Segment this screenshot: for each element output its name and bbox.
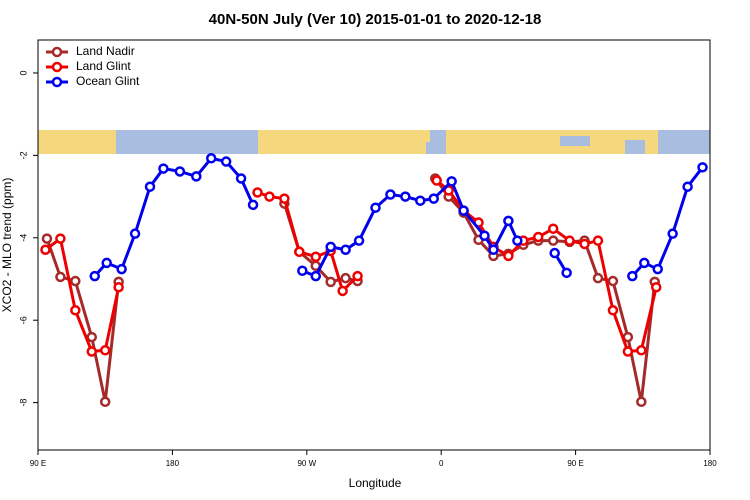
x-tick-label: 90 W <box>297 459 316 468</box>
data-point <box>40 244 51 255</box>
data-point <box>325 241 336 253</box>
data-point <box>697 162 708 173</box>
x-tick-label: 90 E <box>567 459 583 468</box>
data-point <box>264 191 275 202</box>
data-point <box>503 250 514 262</box>
series-line <box>44 179 658 354</box>
series-line <box>45 177 657 403</box>
data-point <box>512 235 523 246</box>
data-point <box>340 244 351 255</box>
x-tick-label: 90 E <box>30 459 46 468</box>
data-point <box>636 345 647 356</box>
data-point <box>561 267 572 279</box>
data-point <box>41 233 53 244</box>
plot-frame <box>37 39 711 451</box>
data-point <box>428 193 439 204</box>
data-point <box>503 215 514 227</box>
data-point <box>337 285 348 297</box>
data-point <box>458 205 469 216</box>
data-point <box>488 244 499 255</box>
y-tick-label: -8 <box>18 399 28 407</box>
data-point <box>564 235 575 246</box>
data-point <box>101 257 112 269</box>
data-point <box>310 270 322 282</box>
data-point <box>446 176 457 187</box>
data-point <box>592 235 604 246</box>
data-point <box>158 163 169 174</box>
data-point <box>144 181 156 192</box>
legend-label: Land Glint <box>76 59 131 73</box>
data-point <box>294 246 305 258</box>
data-point <box>652 263 663 275</box>
data-point <box>220 156 232 167</box>
y-tick-label: -2 <box>18 151 28 159</box>
data-point <box>235 173 247 184</box>
data-point <box>415 195 426 206</box>
data-point <box>479 230 490 241</box>
legend-marker <box>51 76 63 88</box>
y-tick-label: 0 <box>18 70 28 75</box>
data-point <box>99 345 111 356</box>
data-point <box>667 228 678 239</box>
data-point <box>627 270 638 282</box>
data-point <box>191 171 202 182</box>
x-tick-label: 180 <box>166 459 180 468</box>
data-point <box>86 331 98 343</box>
data-point <box>431 175 442 186</box>
data-point <box>622 346 634 357</box>
data-point <box>297 265 308 277</box>
legend-marker <box>51 46 63 58</box>
x-tick-label: 180 <box>703 459 717 468</box>
y-tick-label: -4 <box>18 234 28 242</box>
data-point <box>650 281 662 293</box>
data-point <box>636 396 647 408</box>
data-point <box>352 270 363 282</box>
data-point <box>116 263 127 275</box>
data-point <box>129 228 141 239</box>
x-tick-label: 0 <box>439 459 444 468</box>
data-point <box>549 247 560 259</box>
series-line <box>93 156 704 279</box>
data-point <box>310 251 322 262</box>
map-strip <box>38 130 710 154</box>
data-point <box>639 257 650 269</box>
data-point <box>547 223 559 234</box>
data-point <box>682 181 693 192</box>
data-point <box>99 396 111 408</box>
data-point <box>385 189 396 200</box>
data-point <box>547 235 559 246</box>
data-point <box>400 191 411 202</box>
x-axis-label: Longitude <box>349 476 402 490</box>
data-point <box>113 281 124 293</box>
data-point <box>174 166 186 177</box>
legend-label: Ocean Glint <box>76 74 140 88</box>
y-axis-label: XCO2 - MLO trend (ppm) <box>0 178 14 313</box>
data-point <box>607 275 619 287</box>
data-point <box>607 305 619 316</box>
data-point <box>592 272 604 284</box>
y-tick-label: -6 <box>18 316 28 324</box>
data-point <box>55 271 66 283</box>
data-point <box>443 185 454 196</box>
data-point <box>70 305 81 316</box>
data-point <box>252 187 263 198</box>
data-point <box>70 275 81 287</box>
legend-marker <box>51 61 63 73</box>
data-point <box>55 233 66 244</box>
data-point <box>86 346 98 357</box>
data-point <box>325 276 336 288</box>
data-point <box>579 238 590 250</box>
data-point <box>340 272 351 284</box>
data-point <box>353 235 365 246</box>
data-point <box>205 153 217 164</box>
data-point <box>370 202 381 213</box>
data-point <box>89 270 100 282</box>
legend-label: Land Nadir <box>76 44 135 58</box>
chart-title: 40N-50N July (Ver 10) 2015-01-01 to 2020… <box>209 11 542 28</box>
data-point <box>247 199 259 211</box>
data-point <box>533 231 544 243</box>
data-point <box>279 193 290 204</box>
